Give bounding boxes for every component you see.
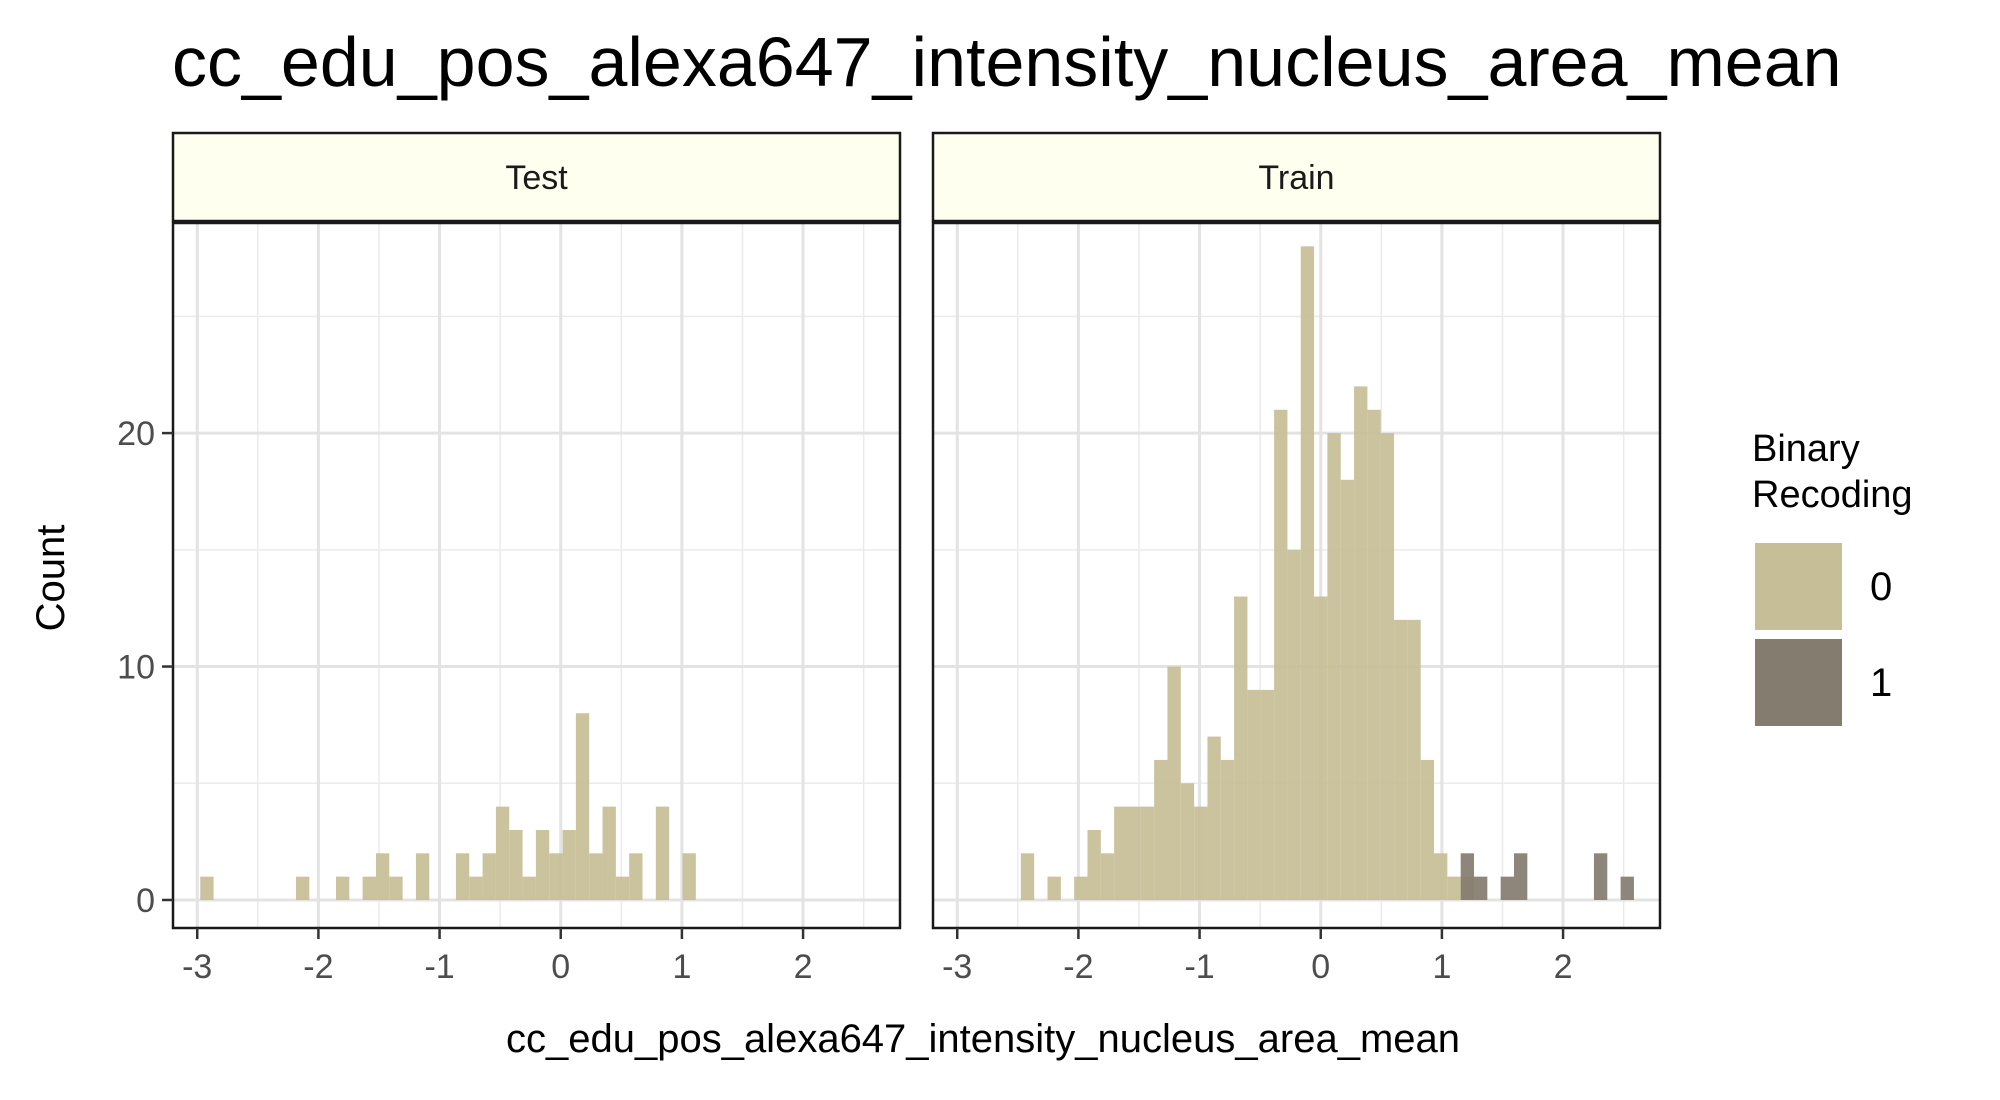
chart-title: cc_edu_pos_alexa647_intensity_nucleus_ar…	[172, 23, 1842, 101]
x-axis-title: cc_edu_pos_alexa647_intensity_nucleus_ar…	[506, 1017, 1460, 1061]
histogram-bar	[1154, 759, 1168, 900]
histogram-bar	[335, 876, 350, 900]
histogram-bar	[362, 876, 376, 900]
histogram-bar	[1260, 689, 1275, 900]
histogram-bar	[482, 853, 496, 900]
x-tick-label: 1	[672, 948, 691, 986]
histogram-bar	[1474, 876, 1488, 900]
histogram-bar	[295, 876, 310, 900]
histogram-bar	[1274, 409, 1288, 900]
histogram-bar	[1380, 433, 1395, 900]
legend-key-label: 1	[1870, 661, 1892, 705]
histogram-bar	[389, 876, 403, 900]
histogram-bar	[1220, 759, 1235, 900]
plot-area-test	[173, 223, 900, 928]
histogram-bar	[549, 853, 563, 900]
histogram-bar	[200, 876, 214, 900]
histogram-bar	[1447, 876, 1461, 900]
histogram-bar	[682, 853, 696, 900]
y-tick-label: 10	[117, 649, 155, 687]
y-tick-label: 20	[117, 415, 155, 453]
histogram-bar	[1234, 596, 1248, 900]
facet-strip-label-train: Train	[1258, 159, 1334, 197]
histogram-bar	[1314, 596, 1328, 900]
x-tick-label: -1	[424, 948, 454, 986]
histogram-bar	[1074, 876, 1088, 900]
histogram-bar	[1087, 829, 1101, 900]
histogram-bar	[1247, 689, 1261, 900]
x-tick-label: -3	[182, 948, 212, 986]
histogram-bar	[602, 806, 616, 900]
x-tick-label: -2	[1063, 948, 1093, 986]
histogram-bar	[1127, 806, 1141, 900]
histogram-bar	[1513, 853, 1528, 900]
facet-strip-train	[931, 131, 1662, 223]
legend-key-swatch	[1755, 543, 1842, 630]
histogram-bar	[535, 829, 550, 900]
histogram-bar	[375, 853, 390, 900]
legend-title-line: Binary	[1752, 428, 1860, 470]
legend-key-label: 0	[1870, 565, 1892, 609]
histogram-bar	[1100, 853, 1115, 900]
histogram-bar	[1434, 853, 1448, 900]
x-tick-label: 1	[1432, 948, 1451, 986]
histogram-bar	[629, 853, 643, 900]
legend-title-line: Recoding	[1752, 474, 1913, 516]
x-tick-label: 2	[794, 948, 813, 986]
histogram-bar	[1207, 736, 1221, 900]
histogram-bar	[1300, 246, 1315, 900]
histogram-bar	[575, 713, 590, 900]
panel-border-train	[931, 221, 1662, 930]
histogram-bar	[1194, 806, 1208, 900]
histogram-bar	[589, 853, 603, 900]
histogram-bar	[1394, 619, 1408, 900]
histogram-bar	[1047, 876, 1061, 900]
x-tick-label: -3	[942, 948, 972, 986]
x-tick-label: -2	[303, 948, 333, 986]
histogram-bar	[1167, 666, 1181, 900]
histogram-bar	[655, 806, 670, 900]
histogram-bar	[1340, 479, 1355, 900]
x-tick-label: -1	[1184, 948, 1214, 986]
histogram-bar	[1420, 759, 1435, 900]
histogram-bar	[615, 876, 630, 900]
histogram-bar	[415, 853, 430, 900]
histogram-bar	[1327, 433, 1341, 900]
histogram-bar	[1593, 853, 1608, 900]
y-axis-title: Count	[29, 525, 73, 632]
x-tick-label: 0	[551, 948, 570, 986]
panel-border-test	[171, 221, 902, 930]
histogram-bar	[1620, 876, 1634, 900]
legend-key-swatch	[1755, 639, 1842, 726]
x-tick-label: 2	[1554, 948, 1573, 986]
histogram-bar	[1367, 409, 1381, 900]
histogram-bar	[1460, 853, 1475, 900]
histogram-bar	[562, 829, 576, 900]
histogram-bar	[509, 829, 523, 900]
histogram-bar	[522, 876, 536, 900]
histogram-bar	[1020, 853, 1035, 900]
x-tick-label: 0	[1311, 948, 1330, 986]
facet-strip-label-test: Test	[505, 159, 568, 197]
histogram-bar	[1354, 386, 1368, 900]
histogram-bar	[1287, 549, 1301, 900]
histogram-bar	[495, 806, 510, 900]
histogram-bar	[1114, 806, 1128, 900]
facet-panel-train: Train -3 -2 -1 0 1 2	[931, 131, 1662, 986]
facet-strip-test	[171, 131, 902, 223]
histogram-bar	[1140, 806, 1155, 900]
y-tick-label: 0	[136, 882, 155, 920]
histogram-bar	[1180, 783, 1195, 900]
histogram-bar	[455, 853, 470, 900]
histogram-bar	[469, 876, 483, 900]
histogram-bar	[1500, 876, 1514, 900]
histogram-bar	[1407, 619, 1421, 900]
